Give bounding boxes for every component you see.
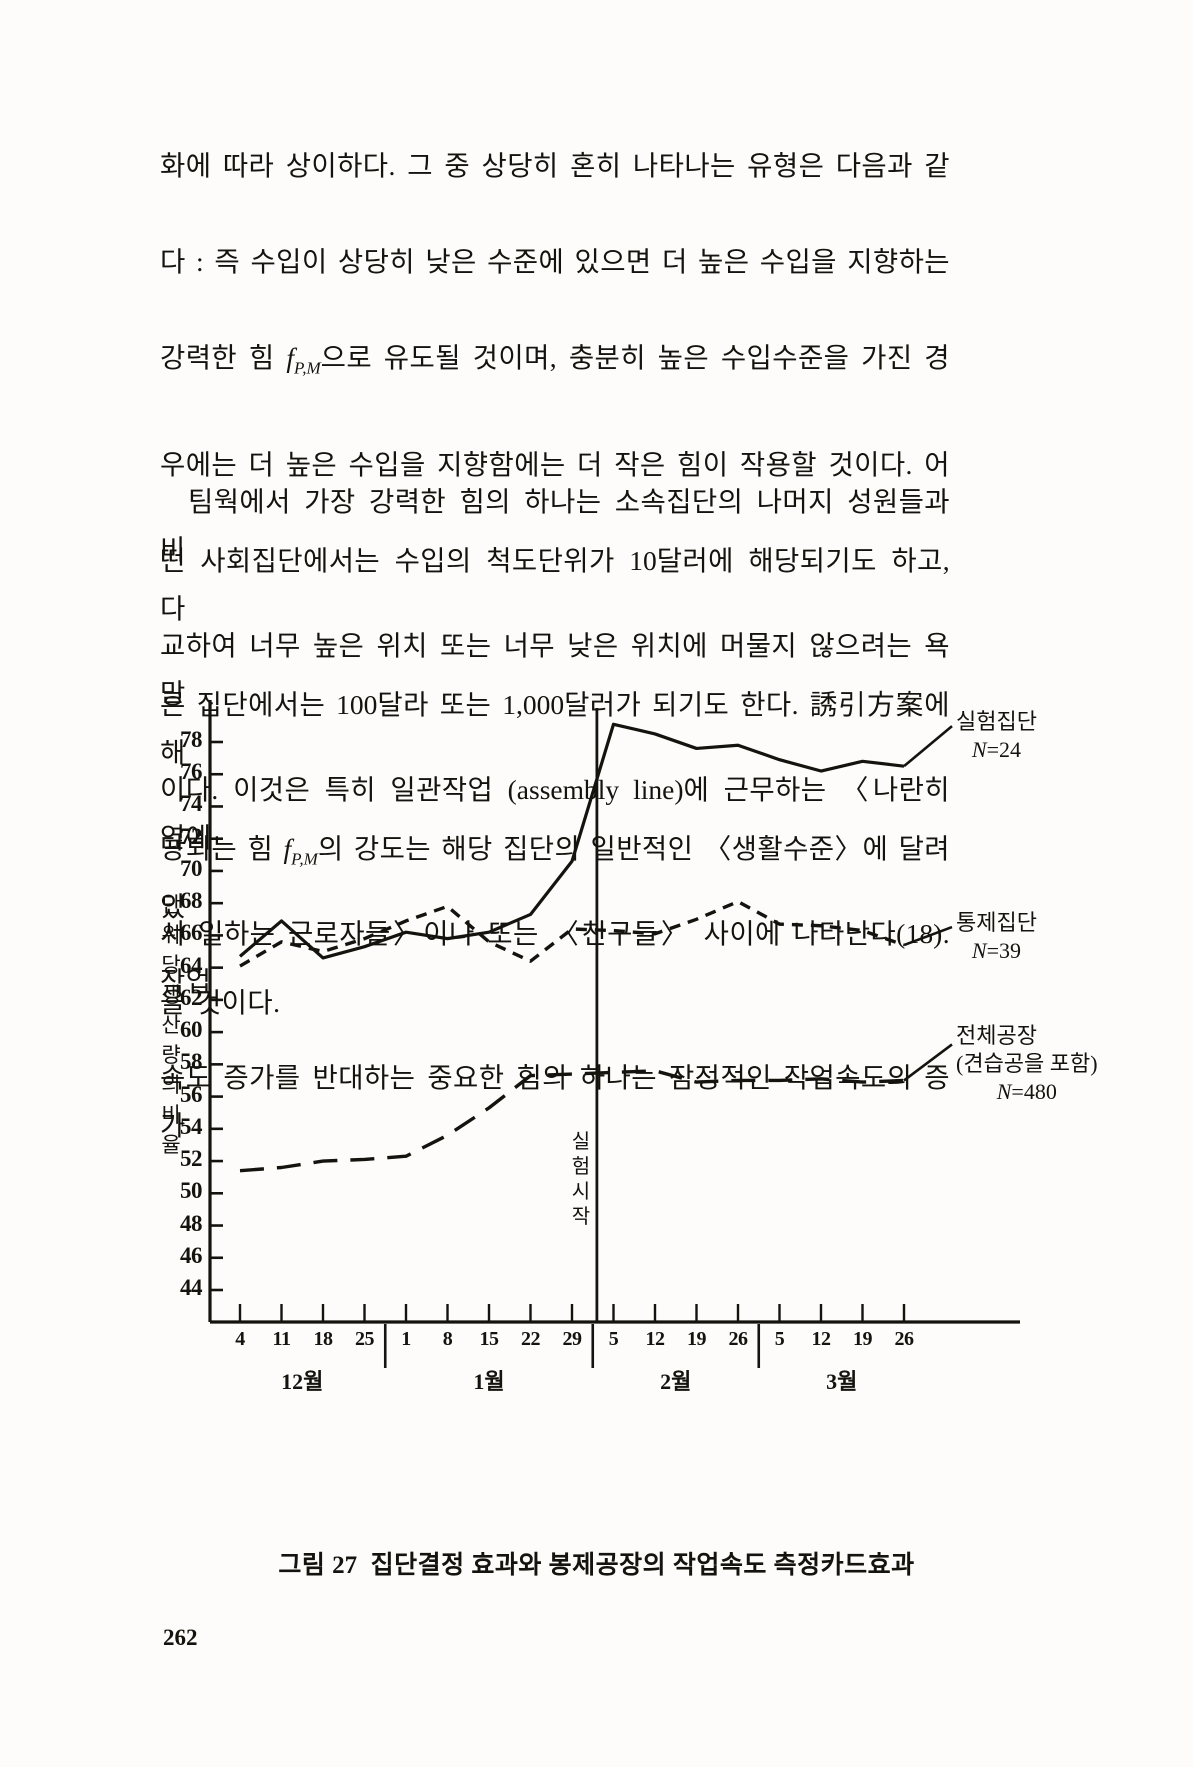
x-tick-label: 8 [442,1328,453,1350]
x-tick-label: 19 [687,1328,707,1350]
y-tick-label: 56 [180,1081,203,1107]
chart-axes [208,700,1020,1368]
x-tick-label: 18 [313,1328,334,1350]
figure-27: 단 위 당 생 산 량 의 비 율 실 험 시 작 44 46 48 50 52 54 56… [150,690,1098,1394]
x-tick-label: 5 [774,1328,785,1350]
text-line: 다 : 즉 수입이 상당히 낮은 수준에 있으면 더 높은 수입을 지향하는 [160,246,950,277]
x-tick-label: 1 [401,1328,411,1350]
y-tick-label: 78 [180,727,203,752]
experiment-start-char: 작 [571,1206,591,1228]
series-n: N=480 [996,1079,1057,1105]
x-tick-label: 29 [562,1328,583,1350]
symbol-fpm: fP,M [283,832,318,869]
x-tick-label: 22 [521,1328,541,1350]
chart-series [238,722,905,1173]
y-tick-label: 50 [180,1178,203,1204]
text-line: 이다. 이것은 특히 일관작업 (assembly line)에 근무하는 〈나… [160,774,951,853]
y-tick-label: 64 [180,952,203,978]
y-tick-label: 60 [180,1017,203,1043]
x-tick-label: 26 [894,1328,915,1350]
x-tick-label: 26 [728,1328,749,1350]
x-tick-label: 15 [479,1328,500,1350]
experiment-start-char: 시 [571,1181,591,1203]
chart-plot-area [208,700,1020,1368]
series-name: 전체공장 [956,1023,1037,1049]
x-tick-label: 12 [811,1328,832,1350]
y-tick-label: 74 [180,791,203,817]
y-axis-title-char: 의 [161,1073,181,1097]
x-month-label: 3월 [826,1369,858,1394]
text-line: 당되는 힘 fP,M의 강도는 해당 집단의 일반적인 〈생활수준〉에 달려 있 [160,832,950,923]
x-tick-label: 4 [235,1328,245,1350]
figure-caption: 그림 27 집단결정 효과와 봉제공장의 작업속도 측정카드효과 [0,1545,1193,1581]
chart-leader-lines [903,725,953,1082]
paragraph-1: 화에 따라 상이하다. 그 중 상당히 혼히 나타나는 유형은 다음과 같 다 … [160,142,950,1027]
y-axis-title-char: 생 [161,983,181,1007]
experiment-start-char: 실 [571,1131,591,1153]
text-line: 교하여 너무 높은 위치 또는 너무 낮은 위치에 머물지 않으려는 욕망 [160,630,950,709]
y-axis-title-char: 율 [161,1133,181,1157]
y-tick-label: 66 [180,920,203,946]
y-tick-label: 72 [180,823,203,849]
series-name-2: (견습공을 포함) [956,1051,1098,1077]
x-month-label: 2월 [660,1369,692,1394]
text-line: 화에 따라 상이하다. 그 중 상당히 혼히 나타나는 유형은 다음과 같 [160,150,950,181]
x-month-label: 1월 [473,1369,505,1394]
y-axis-title-char: 당 [161,953,181,977]
series-n: N=24 [971,737,1022,763]
text-line: 팀웍에서 가장 강력한 힘의 하나는 소속집단의 나머지 성원들과 비 [160,486,950,565]
series-name: 실험집단 [956,709,1037,735]
y-tick-label: 52 [180,1146,203,1172]
y-tick-label: 44 [180,1275,203,1300]
x-tick-label: 25 [355,1328,375,1350]
y-axis-title: 단 위 당 생 산 량 의 비 율 [156,890,186,1160]
series-n: N=39 [971,938,1022,964]
x-tick-label: 19 [853,1328,873,1350]
caption-number: 27 [332,1552,358,1579]
x-tick-label: 12 [645,1328,666,1350]
series-label-whole-plant: 전체공장 (견습공을 포함) N=480 [956,1022,1098,1106]
y-tick-label: 70 [180,855,203,881]
text-line: 을 것이다. [160,987,281,1018]
series-label-experimental: 실험집단 N=24 [956,708,1037,764]
y-tick-label: 76 [180,759,203,785]
page-number: 262 [163,1625,198,1650]
text-line: 우에는 더 높은 수입을 지향함에는 더 작은 힘이 작용할 것이다. 어 [160,448,950,480]
y-axis-title-char: 위 [161,923,181,947]
caption-text: 집단결정 효과와 봉제공장의 작업속도 측정카드효과 [370,1552,915,1579]
text-line: 강력한 힘 fP,M으로 유도될 것이며, 충분히 높은 수입수준을 가진 경 [160,342,950,378]
y-tick-label: 48 [180,1210,203,1236]
series-name: 통제집단 [956,910,1037,936]
x-tick-label: 5 [608,1328,619,1350]
y-tick-label: 68 [180,888,203,914]
y-tick-label: 62 [180,984,203,1010]
x-tick-label: 11 [272,1328,291,1350]
series-label-control: 통제집단 N=39 [956,909,1037,965]
text-line: 른 집단에서는 100달라 또는 1,000달러가 되기도 한다. 誘引方案에 … [160,688,951,768]
x-month-label: 12월 [281,1369,324,1394]
y-axis-title-char: 단 [161,893,181,917]
caption-label: 그림 [278,1552,326,1579]
y-tick-label: 46 [180,1242,203,1268]
y-tick-label: 54 [180,1113,203,1139]
text-line: 떤 사회집단에서는 수입의 척도단위가 10달러에 해당되기도 하고, 다 [160,544,950,624]
y-tick-label: 58 [180,1049,203,1075]
y-axis-title-char: 산 [161,1013,181,1037]
y-axis-title-char: 비 [161,1103,181,1127]
experiment-start-label: 실 험 시 작 [570,1130,592,1230]
symbol-fpm: fP,M [286,342,321,378]
y-axis-title-char: 량 [161,1043,181,1067]
experiment-start-char: 험 [571,1156,591,1178]
